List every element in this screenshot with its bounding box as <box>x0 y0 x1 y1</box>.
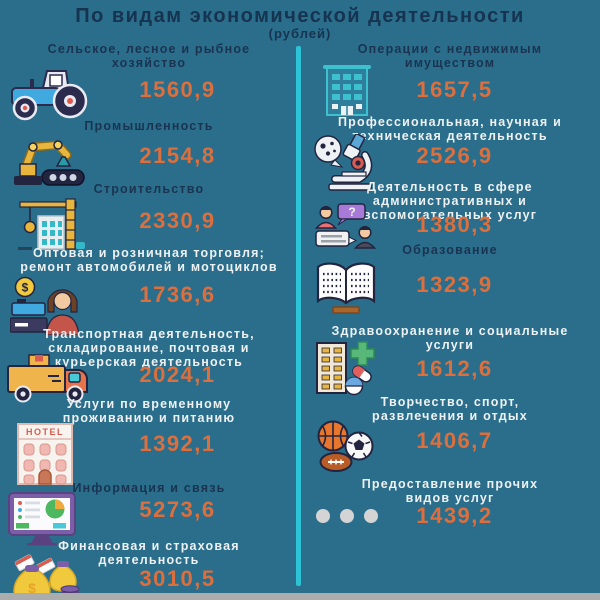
sector-value-real-estate: 1657,5 <box>416 77 493 102</box>
sector-value-administrative: 1380,3 <box>416 212 493 237</box>
sector-value-finance: 3010,5 <box>139 566 216 591</box>
open-book-icon <box>312 259 380 317</box>
sector-value-agriculture: 1560,9 <box>139 77 216 102</box>
sector-value-accommodation: 1392,1 <box>139 431 216 456</box>
ellipsis-dots-icon <box>314 508 380 524</box>
vertical-divider <box>296 46 301 586</box>
medical-icon <box>314 340 378 396</box>
sector-label-administrative: Деятельность в сфере административных и … <box>362 180 538 222</box>
sector-label-accommodation: Услуги по временному проживанию и питани… <box>62 397 236 425</box>
sector-label-transport: Транспортная деятельность, складирование… <box>43 327 255 369</box>
sector-label-creative-sports: Творчество, спорт, развлечения и отдых <box>372 395 528 423</box>
sector-value-information: 5273,6 <box>139 497 216 522</box>
computer-icon <box>8 492 80 546</box>
tractor-icon <box>6 62 94 122</box>
svg-text:$: $ <box>28 580 36 596</box>
svg-text:HOTEL: HOTEL <box>26 427 64 437</box>
sector-label-education: Образование <box>402 243 498 257</box>
sector-label-finance: Финансовая и страховая деятельность <box>58 539 240 567</box>
sector-value-industry: 2154,8 <box>139 143 216 168</box>
sector-value-creative-sports: 1406,7 <box>416 428 493 453</box>
microscope-icon <box>312 134 380 192</box>
truck-icon <box>6 353 90 403</box>
sector-label-healthcare: Здравоохранение и социальные услуги <box>331 324 569 352</box>
hotel-icon: HOTEL <box>16 416 74 486</box>
svg-text:?: ? <box>348 205 355 219</box>
sports-balls-icon <box>312 418 380 472</box>
cashier-icon: $ <box>10 275 86 335</box>
money-bag-icon: $ <box>10 552 84 600</box>
sector-label-trade: Оптовая и розничная торговля; ремонт авт… <box>20 246 278 274</box>
apartment-building-icon <box>320 64 374 116</box>
sector-value-professional: 2526,9 <box>416 143 493 168</box>
sector-label-agriculture: Сельское, лесное и рыбное хозяйство <box>47 42 251 70</box>
robot-arm-icon <box>12 136 86 192</box>
sector-label-information: Информация и связь <box>72 481 226 495</box>
sector-value-other-services: 1439,2 <box>416 503 493 528</box>
sector-label-industry: Промышленность <box>84 119 214 133</box>
page-subtitle: (рублей) <box>268 26 332 41</box>
footer-bar <box>0 593 600 600</box>
sector-value-construction: 2330,9 <box>139 208 216 233</box>
people-chat-icon: ? <box>314 201 380 253</box>
sector-value-transport: 2024,1 <box>139 362 216 387</box>
sector-value-education: 1323,9 <box>416 272 493 297</box>
sector-label-professional: Профессиональная, научная и техническая … <box>338 115 562 143</box>
sector-label-construction: Строительство <box>93 182 205 196</box>
page-title: По видам экономической деятельности <box>75 5 525 27</box>
svg-text:$: $ <box>22 281 29 295</box>
sector-label-other-services: Предоставление прочих видов услуг <box>361 477 539 505</box>
crane-icon <box>14 196 86 252</box>
sector-value-trade: 1736,6 <box>139 282 216 307</box>
sector-value-healthcare: 1612,6 <box>416 356 493 381</box>
sector-label-real-estate: Операции с недвижимым имуществом <box>357 42 543 70</box>
